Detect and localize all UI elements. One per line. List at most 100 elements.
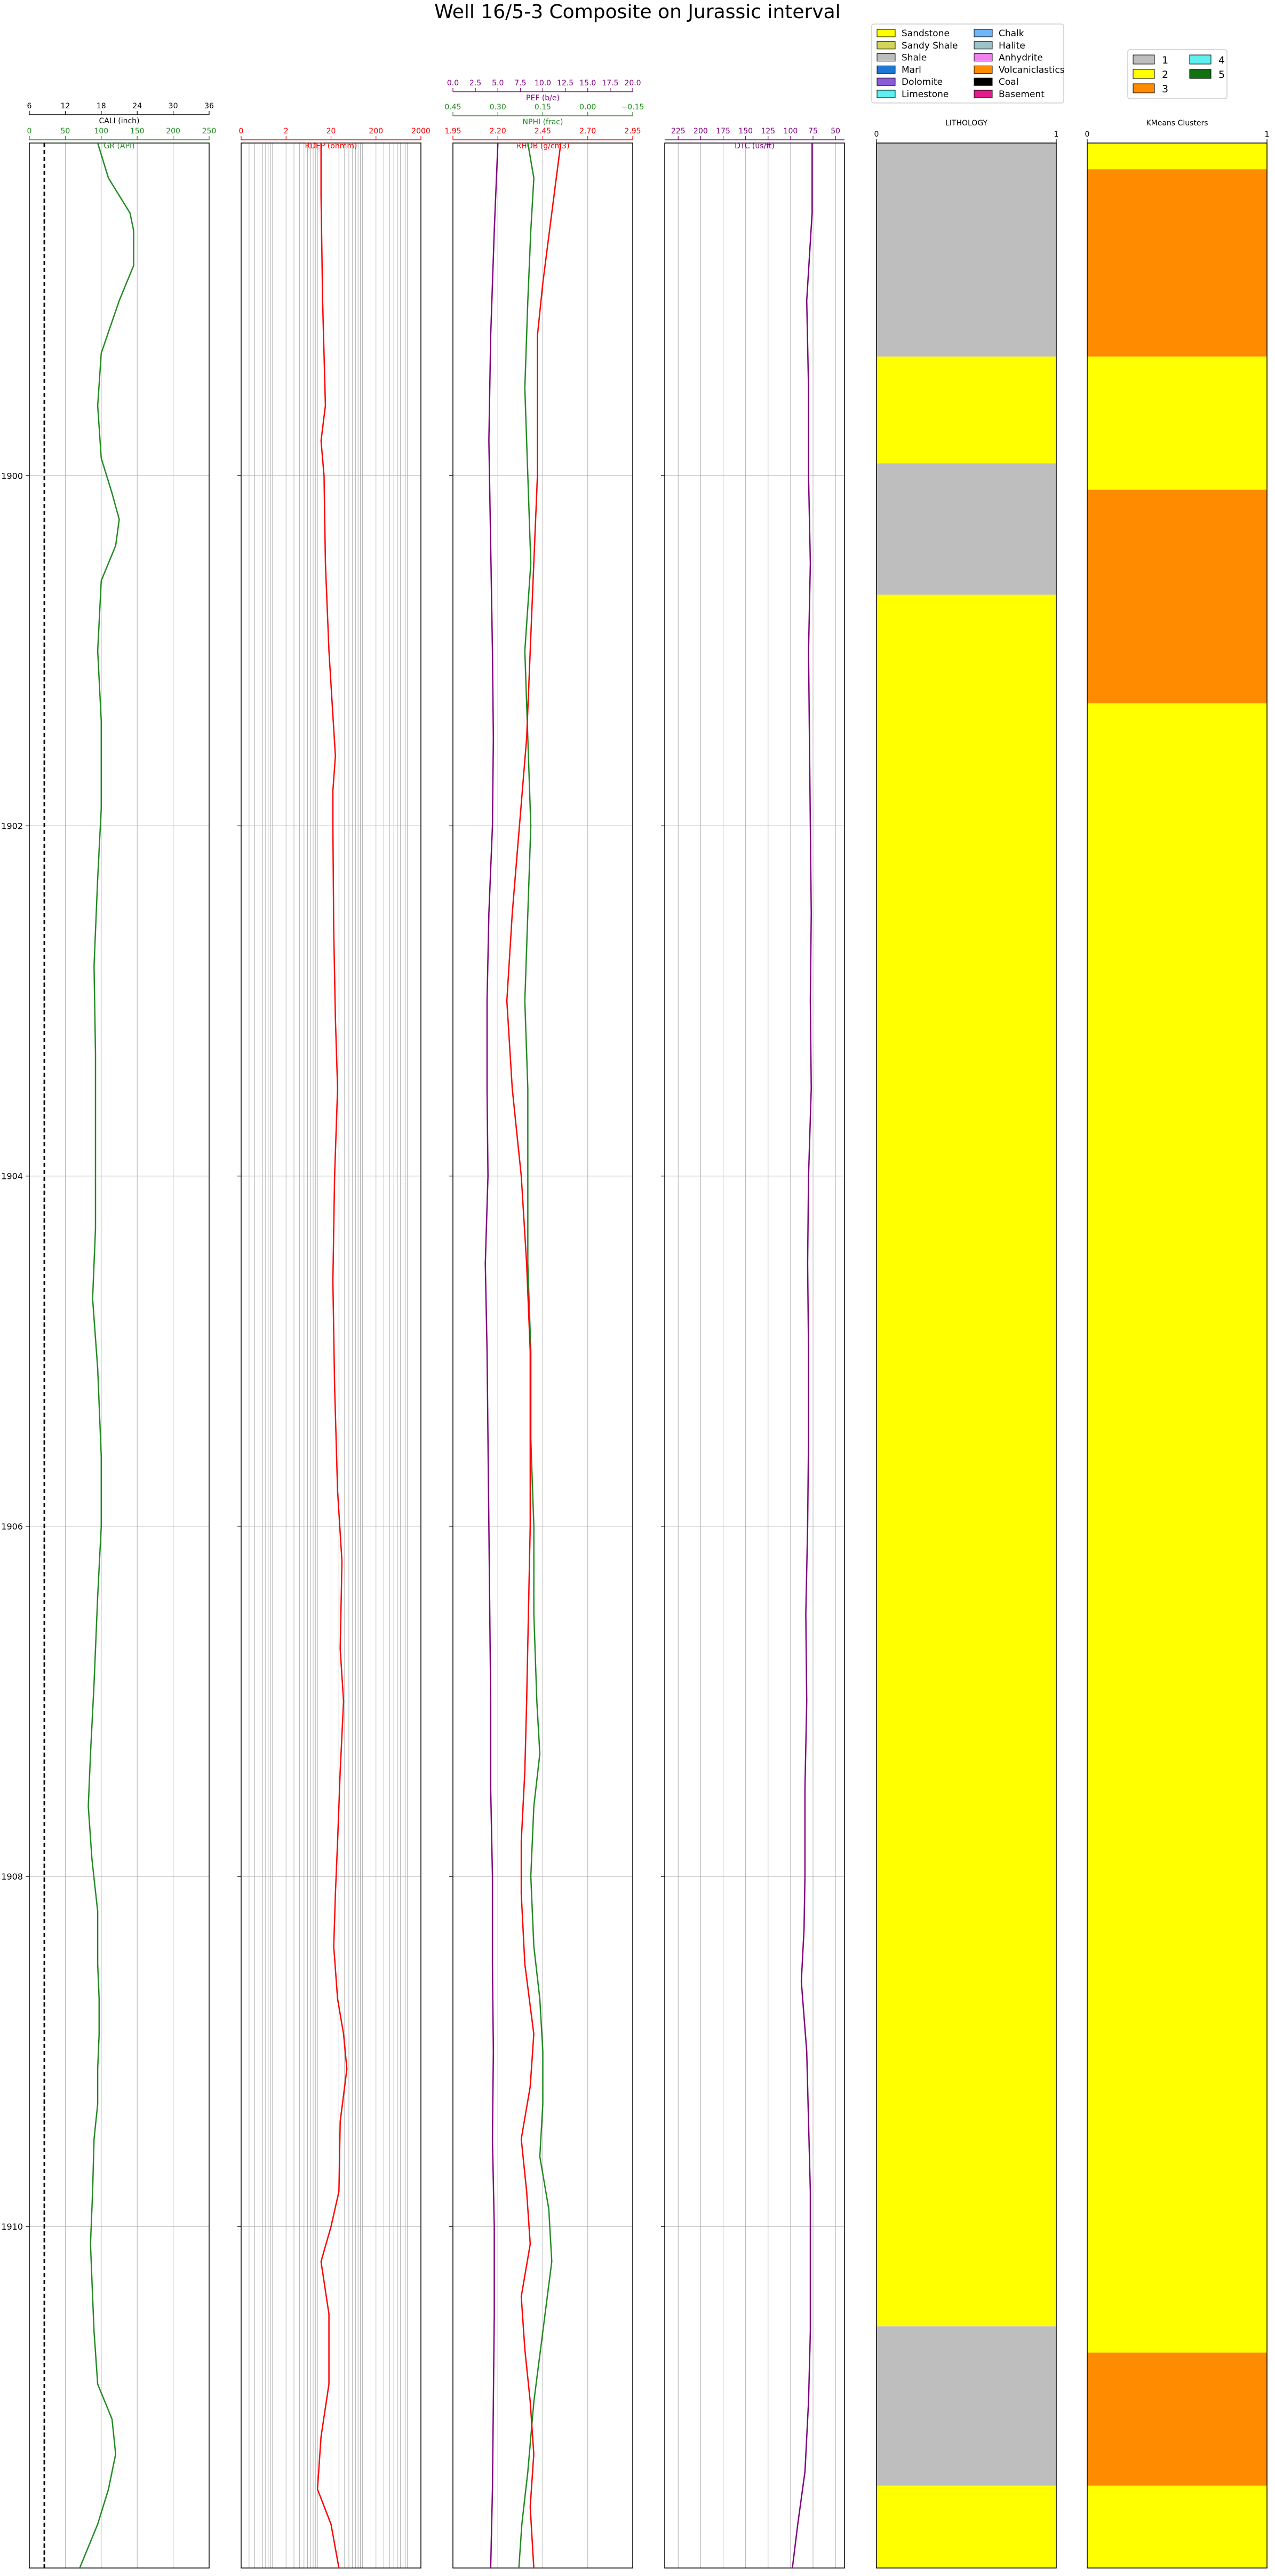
lithology-interval-4 <box>876 2326 1056 2486</box>
legend-label: Marl <box>902 65 921 75</box>
legend-label: Basement <box>999 89 1045 100</box>
axis-tick-label: 6 <box>27 102 32 110</box>
axis-tick-label: 2.95 <box>624 127 641 136</box>
legend-swatch <box>974 90 993 98</box>
legend-label: Sandstone <box>902 28 950 39</box>
axis-tick-label: 17.5 <box>602 79 618 88</box>
track-frame-4 <box>876 142 1057 2569</box>
panel-tick-label: 0 <box>1085 130 1090 139</box>
lithology-interval-5 <box>876 2485 1056 2568</box>
axis-tick-label: 125 <box>761 127 775 136</box>
axis-tick-label: 200 <box>369 127 383 136</box>
axis-tick-label: 15.0 <box>579 79 596 88</box>
depth-tick-label: 1904 <box>1 1171 23 1182</box>
axis-label: RHOB (g/cm3) <box>516 142 569 150</box>
track-frame-2 <box>452 142 633 2569</box>
dtc-curve <box>792 143 813 2569</box>
axis-tick-label: 150 <box>130 127 145 136</box>
legend-label: 1 <box>1162 54 1168 66</box>
axis-tick-label: 0.30 <box>490 103 506 112</box>
legend-label: Halite <box>999 41 1025 51</box>
axis-tick-label: 0 <box>239 127 244 136</box>
legend-label: Sandy Shale <box>902 41 958 51</box>
track-frame-1 <box>241 142 421 2569</box>
axis-tick-label: 10.0 <box>535 79 551 88</box>
cluster-interval-5 <box>1087 2352 1267 2486</box>
legend-label: 3 <box>1162 83 1168 95</box>
legend-swatch <box>876 41 896 50</box>
legend-label: 5 <box>1218 69 1225 81</box>
lithology-interval-3 <box>876 595 1056 2327</box>
axis-label: NPHI (frac) <box>523 118 563 126</box>
lithology-legend <box>871 23 1064 104</box>
legend-label: Volcaniclastics <box>999 65 1065 75</box>
axis-tick-label: 20 <box>326 127 336 136</box>
legend-swatch <box>876 29 896 37</box>
legend-swatch <box>1189 69 1212 79</box>
axis-tick-label: 18 <box>97 102 106 110</box>
legend-label: Anhydrite <box>999 53 1043 64</box>
legend-swatch <box>974 77 993 86</box>
cluster-interval-0 <box>1087 143 1267 170</box>
legend-swatch <box>974 29 993 37</box>
axis-tick-label: 5.0 <box>492 79 504 88</box>
legend-swatch <box>974 41 993 50</box>
axis-tick-label: 12 <box>60 102 70 110</box>
axis-tick-label: 200 <box>694 127 708 136</box>
track-frame-0 <box>29 142 210 2569</box>
legend-swatch <box>1133 54 1155 65</box>
legend-swatch <box>876 90 896 98</box>
panel-title: KMeans Clusters <box>1146 119 1208 128</box>
pef-curve <box>484 142 499 2569</box>
cluster-interval-4 <box>1087 703 1267 2353</box>
axis-tick-label: 20.0 <box>624 79 641 88</box>
axis-tick-label: 30 <box>169 102 178 110</box>
axis-tick-label: 12.5 <box>557 79 573 88</box>
legend-label: 4 <box>1218 54 1225 66</box>
legend-label: Shale <box>902 53 927 64</box>
axis-tick-label: 175 <box>716 127 730 136</box>
axis-tick-label: 225 <box>671 127 686 136</box>
gr-curve <box>79 142 134 2569</box>
axis-label: PEF (b/e) <box>526 94 560 102</box>
axis-tick-label: 50 <box>831 127 840 136</box>
axis-tick-label: 2.45 <box>535 127 551 136</box>
depth-tick-label: 1910 <box>1 2222 23 2232</box>
rhob-curve <box>506 142 562 2569</box>
legend-swatch <box>1133 69 1155 79</box>
axis-tick-label: 100 <box>784 127 798 136</box>
axis-tick-label: 50 <box>60 127 70 136</box>
cluster-interval-3 <box>1087 489 1267 703</box>
axis-tick-label: 250 <box>202 127 217 136</box>
nphi-curve <box>518 142 553 2569</box>
lithology-interval-2 <box>876 463 1056 595</box>
legend-swatch <box>974 53 993 62</box>
lithology-interval-0 <box>876 143 1056 357</box>
axis-tick-label: −0.15 <box>621 103 644 112</box>
lithology-interval-1 <box>876 356 1056 464</box>
axis-tick-label: 150 <box>738 127 753 136</box>
track-frame-5 <box>1087 142 1268 2569</box>
legend-label: Dolomite <box>902 77 943 88</box>
legend-swatch <box>876 53 896 62</box>
axis-label: RDEP (ohmm) <box>305 142 357 150</box>
legend-label: 2 <box>1162 69 1168 81</box>
legend-label: Coal <box>999 77 1018 88</box>
axis-tick-label: 2 <box>284 127 289 136</box>
cluster-interval-2 <box>1087 356 1267 490</box>
axis-tick-label: 200 <box>166 127 180 136</box>
panel-tick-label: 0 <box>874 130 879 139</box>
legend-label: Chalk <box>999 28 1024 39</box>
axis-label: CALI (inch) <box>99 117 140 125</box>
axis-label: GR (API) <box>103 142 134 150</box>
panel-tick-label: 1 <box>1054 130 1059 139</box>
axis-tick-label: 0 <box>27 127 32 136</box>
axis-tick-label: 2.20 <box>490 127 506 136</box>
legend-label: Limestone <box>902 89 949 100</box>
axis-tick-label: 0.15 <box>535 103 551 112</box>
axis-label: DTC (us/ft) <box>735 142 775 150</box>
axis-tick-label: 0.45 <box>444 103 461 112</box>
axis-tick-label: 2000 <box>411 127 431 136</box>
